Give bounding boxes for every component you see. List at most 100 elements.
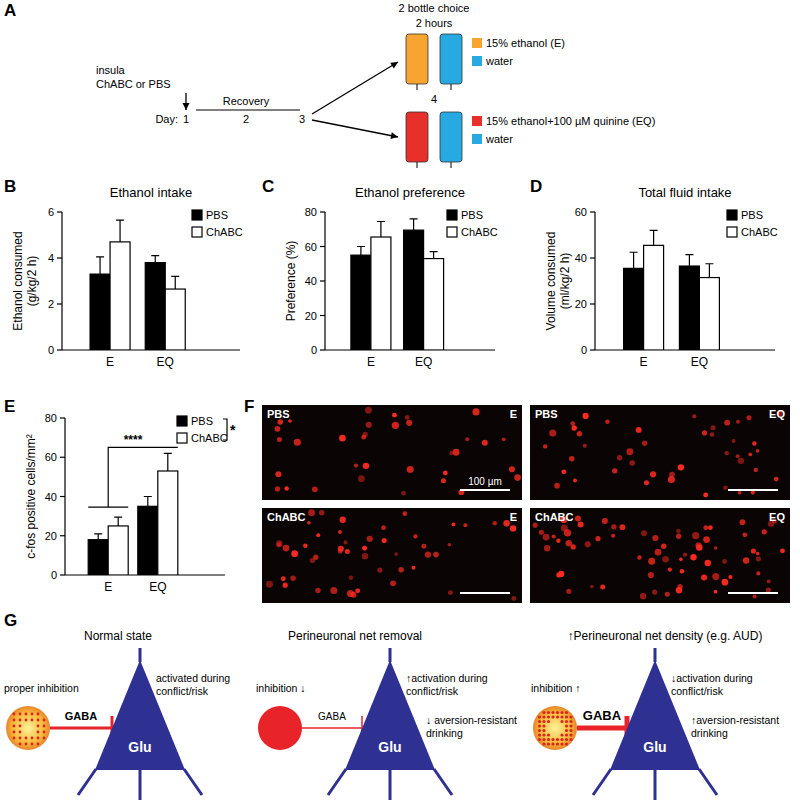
cfos-cell [626,448,633,455]
cfos-cell [277,437,282,442]
net-dot [569,729,572,732]
cfos-cell [543,534,550,541]
cfos-cell [704,560,710,566]
cfos-cell [290,576,296,582]
error-bar [144,497,152,507]
cfos-cell [453,449,460,456]
category-label: EQ [149,580,166,594]
day-number: 3 [299,113,305,125]
cfos-cell [276,542,281,547]
panel-letter: F [244,397,254,416]
cfos-cell [736,420,740,424]
net-dot [19,737,22,740]
bottle [406,112,428,162]
cfos-cell [714,590,718,594]
net-dot [560,715,563,718]
image-condition-label: EQ [769,408,785,420]
cfos-cell [680,569,685,574]
effect-note: ↓ aversion-resistant [426,714,517,726]
bar [90,274,110,350]
arrow-head [390,62,398,69]
arrow-line [312,120,398,137]
net-dot [37,719,40,722]
net-dot [551,711,554,714]
net-dot [43,737,46,740]
cfos-cell [648,558,655,565]
cfos-cell [676,534,681,539]
cfos-cell [394,552,398,556]
cfos-cell [767,579,771,583]
cfos-cell [650,471,656,477]
bottle-key [472,38,482,48]
cfos-cell [566,589,571,594]
cfos-cell [738,491,742,495]
panel-letter: G [4,611,17,630]
cfos-cell [575,515,581,521]
net-dot [31,719,34,722]
cfos-cell [748,453,752,457]
error-bar [630,252,638,268]
net-dot [37,731,40,734]
cfos-cell [577,431,582,436]
net-dot [569,738,572,741]
y-tick [60,574,65,575]
legend-label: ChABC [191,432,228,444]
cfos-cell [668,476,675,483]
cfos-cell [312,486,318,492]
cfos-cell [472,408,479,415]
y-axis-label: c-fos positive cells/mm² [24,434,38,559]
bar [424,259,444,350]
figure: AinsulaChABC or PBSDay:1234Recovery2 bot… [0,0,800,811]
net-dot [547,742,550,745]
chart-title: Total fluid intake [638,185,731,200]
image-group-label: PBS [267,408,290,420]
net-dot [43,731,46,734]
state-title: Perineuronal net removal [288,629,422,643]
effect-note: conflict/risk [156,685,209,697]
legend-label: PBS [191,415,213,427]
cfos-cell [366,422,372,428]
chart-title: Ethanol preference [355,185,465,200]
category-label: E [104,580,112,594]
net-dot [538,720,541,723]
cfos-cell [644,480,649,485]
net-dot [547,738,550,741]
bottle-tick [451,84,452,90]
cfos-cell [703,493,708,498]
test-duration: 2 hours [416,17,453,29]
legend-swatch [447,210,457,220]
cfos-cell [774,477,779,482]
significance-label: **** [124,433,143,447]
net-dot [569,720,572,723]
bottle-tick [451,162,452,168]
cfos-cell [582,413,588,419]
cfos-cell [377,567,382,572]
cfos-cell [283,583,288,588]
cfos-cell [401,491,406,496]
bottle [406,34,428,84]
error-bar [650,230,658,245]
cfos-cell [340,517,346,523]
net-dot [538,724,541,727]
bar [679,266,699,350]
effect-note: activated during [156,672,230,684]
bar [699,278,719,350]
net-dot [19,719,22,722]
cfos-cell [338,530,342,534]
y-tick-label: 40 [305,275,317,287]
cfos-cell [619,524,625,530]
net-dot [538,738,541,741]
cfos-cell [655,549,662,556]
net-dot [542,720,545,723]
inhibitory-synapse [50,727,112,730]
cfos-cell [382,538,387,543]
micrograph [262,508,522,603]
y-tick-label: 20 [305,310,317,322]
bar [351,255,371,350]
net-dot [13,713,16,716]
micrograph [530,405,790,500]
cfos-cell [349,575,354,580]
y-tick-label: 80 [305,206,317,218]
y-tick-label: 20 [45,530,57,542]
net-dot [565,738,568,741]
